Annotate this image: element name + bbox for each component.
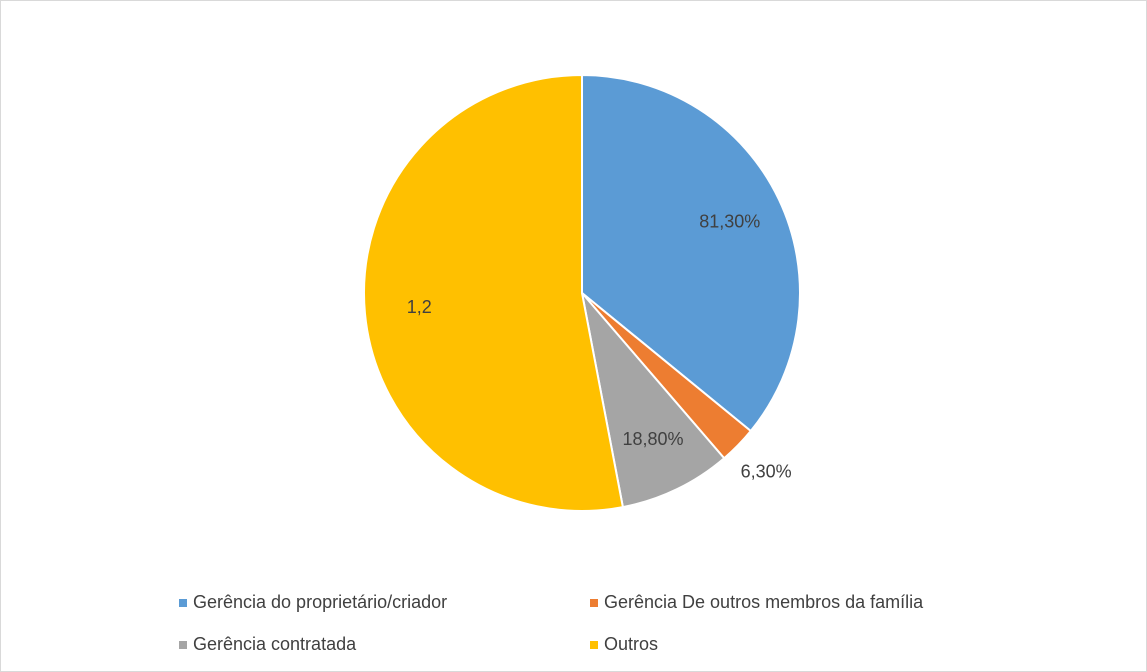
data-label: 18,80% <box>623 429 684 449</box>
legend-label: Gerência contratada <box>193 634 357 654</box>
legend-swatch <box>590 599 598 607</box>
data-label: 1,2 <box>407 297 432 317</box>
legend-swatch <box>179 599 187 607</box>
pie-slice <box>363 73 625 512</box>
pie-slice <box>580 289 726 509</box>
data-label: 81,30% <box>699 212 760 232</box>
legend-label: Gerência De outros membros da família <box>604 592 924 612</box>
legend-label: Outros <box>604 634 658 654</box>
legend-swatch <box>590 641 598 649</box>
pie-slice <box>581 73 801 433</box>
data-label: 6,30% <box>741 461 792 481</box>
legend-label: Gerência do proprietário/criador <box>193 592 447 612</box>
legend-swatch <box>179 641 187 649</box>
